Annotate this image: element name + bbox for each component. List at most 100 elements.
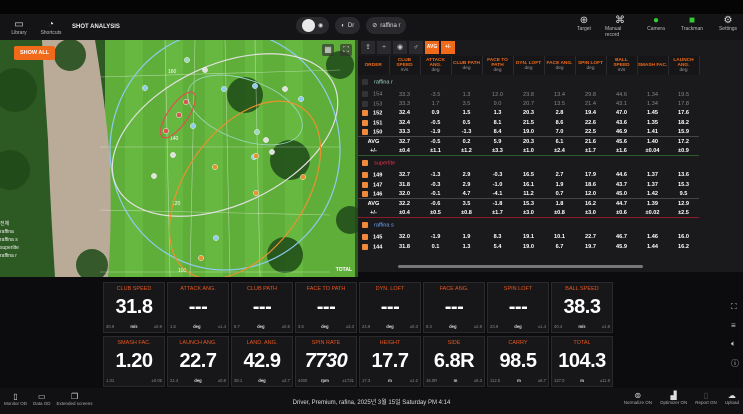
metric-tile-land-ang[interactable]: LAND. ANG. 42.9 38.1 deg ±2.7 xyxy=(231,336,293,387)
legend-item[interactable]: raffina r xyxy=(0,253,17,259)
horizontal-scrollbar[interactable] xyxy=(398,265,643,268)
metric-tile-ball-speed[interactable]: BALL SPEED 38.3 40.4 m/s ±1.8 xyxy=(551,282,613,333)
row-checkbox[interactable] xyxy=(362,91,368,98)
group-checkbox[interactable] xyxy=(362,160,368,167)
camera-button[interactable]: ● Camera xyxy=(641,15,671,38)
table-row[interactable]: 147 31.8 -0.3 2.9 -1.0 16.1 1.9 18.6 43.7 1.37 15.… xyxy=(358,180,699,189)
legend-item[interactable]: raffina xyxy=(0,229,14,235)
group-checkbox[interactable] xyxy=(362,79,368,86)
row-checkbox[interactable] xyxy=(362,100,368,107)
table-row[interactable]: 150 33.3 -1.9 -1.3 8.4 19.0 7.0 22.5 46.9 1.41 15.… xyxy=(358,128,699,137)
shot-dot[interactable] xyxy=(300,174,306,180)
column-header[interactable]: ORDER xyxy=(358,56,390,75)
shot-dot[interactable] xyxy=(183,99,189,105)
row-checkbox[interactable] xyxy=(362,172,368,179)
metric-tile-face-ang[interactable]: FACE ANG. --- 8.3 deg ±2.8 xyxy=(423,282,485,333)
column-header[interactable]: LAUNCH ANG. deg xyxy=(668,56,700,75)
shot-dot[interactable] xyxy=(221,86,227,92)
manual-record-button[interactable]: ⌘ Manual record xyxy=(605,15,635,38)
metric-tile-dyn-loft[interactable]: DYN. LOFT --- 24.9 deg ±0.3 xyxy=(359,282,421,333)
table-row[interactable]: 145 32.0 -1.9 1.9 8.3 19.1 10.1 22.7 46.7 1.46 16.… xyxy=(358,233,699,242)
legend-item[interactable]: raffina s xyxy=(0,237,18,243)
export-icon[interactable]: ⇪ xyxy=(361,40,375,54)
metric-tile-spin-loft[interactable]: SPIN LOFT --- 23.9 deg ±1.4 xyxy=(487,282,549,333)
column-header[interactable]: DYN. LOFT deg xyxy=(513,56,545,75)
split-icon[interactable]: ÷ xyxy=(377,40,391,54)
shot-dot[interactable] xyxy=(212,164,218,170)
shot-dot[interactable] xyxy=(282,86,288,92)
row-checkbox[interactable] xyxy=(362,181,368,188)
table-row[interactable]: 146 32.0 -0.1 4.7 -4.1 11.2 0.7 12.0 45.0 1.42 9.5 xyxy=(358,190,699,199)
table-row[interactable]: 154 33.3 -3.5 1.3 12.0 23.8 13.4 29.8 44.6 1.34 19… xyxy=(358,90,699,99)
table-row[interactable]: 152 32.4 0.9 1.5 1.3 20.3 2.8 19.4 47.0 1.45 17.6 xyxy=(358,109,699,118)
info-icon[interactable]: ⓘ xyxy=(731,359,739,368)
footer-left-button[interactable]: ▭ Data OD xyxy=(33,392,51,406)
ball-toggle[interactable]: ◉ xyxy=(296,17,330,34)
show-all-button[interactable]: SHOW ALL xyxy=(14,46,56,60)
shot-dot[interactable] xyxy=(298,96,304,102)
shot-dot[interactable] xyxy=(198,255,204,261)
shot-dot[interactable] xyxy=(254,129,260,135)
footer-right-button[interactable]: ▟ Optimizer ON xyxy=(660,391,687,405)
row-checkbox[interactable] xyxy=(362,190,368,197)
column-header[interactable]: FACE TO PATH deg xyxy=(482,56,514,75)
shot-dot[interactable] xyxy=(142,85,148,91)
dispersion-map[interactable]: 160 140 120 100 SHOW ALL ▦ ⛶ 전체 raffina raffi… xyxy=(0,40,358,277)
shot-dot[interactable] xyxy=(263,137,269,143)
metric-tile-side[interactable]: SIDE 6.8R 16.0R m ±5.3 xyxy=(423,336,485,387)
trackman-button[interactable]: ■ Trackman xyxy=(677,15,707,38)
column-header[interactable]: FACE ANG. deg xyxy=(544,56,576,75)
menu-icon[interactable]: ≡ xyxy=(731,321,736,330)
column-header[interactable]: SPIN LOFT deg xyxy=(575,56,607,75)
row-checkbox[interactable] xyxy=(362,234,368,241)
metric-tile-total[interactable]: TOTAL 104.3 127.0 m ±11.9 xyxy=(551,336,613,387)
metric-tile-spin-rate[interactable]: SPIN RATE 7730 4400 rpm ±1731 xyxy=(295,336,357,387)
column-header[interactable]: ATTACK ANG. deg xyxy=(420,56,452,75)
row-checkbox[interactable] xyxy=(362,128,368,135)
shot-dot[interactable] xyxy=(190,123,196,129)
shot-dot[interactable] xyxy=(213,235,219,241)
column-header[interactable]: BALL SPEED m/s xyxy=(606,56,638,75)
legend-item[interactable]: 전체 xyxy=(0,221,10,227)
ball-selector[interactable]: ⊘ raffina r xyxy=(366,17,407,34)
footer-right-button[interactable]: ⊚ Normalize ON xyxy=(624,391,652,405)
shot-dot[interactable] xyxy=(253,190,259,196)
metric-tile-club-speed[interactable]: CLUB SPEED 31.8 30.9 m/s ±0.9 xyxy=(103,282,165,333)
shortcuts-button[interactable]: ◔ Shortcuts xyxy=(38,19,64,36)
shot-dot[interactable] xyxy=(202,67,208,73)
sound-icon[interactable]: 🔈︎ xyxy=(731,339,736,348)
group-row[interactable]: raffina s xyxy=(358,218,699,233)
metric-tile-attack-ang[interactable]: ATTACK ANG. --- 1.5 deg ±1.4 xyxy=(167,282,229,333)
shot-dot[interactable] xyxy=(269,149,275,155)
footer-right-button[interactable]: ▯ Report ON xyxy=(695,391,717,405)
expand-icon[interactable]: ⛶ xyxy=(731,302,737,311)
table-row[interactable]: 153 33.3 1.7 3.5 9.0 20.7 13.5 21.4 43.1 1.34 17.8 xyxy=(358,99,699,108)
eye-icon[interactable]: ◉ xyxy=(393,40,407,54)
row-checkbox[interactable] xyxy=(362,110,368,117)
metric-tile-face-to-path[interactable]: FACE TO PATH --- 3.6 deg ±3.3 xyxy=(295,282,357,333)
fullscreen-icon[interactable]: ⛶ xyxy=(340,44,352,56)
column-header[interactable]: CLUB PATH deg xyxy=(451,56,483,75)
avg-toggle[interactable]: AVG xyxy=(425,40,439,54)
grid-icon[interactable]: ▦ xyxy=(322,44,334,56)
footer-left-button[interactable]: ❐ Extended screens xyxy=(57,392,93,406)
table-row[interactable]: 151 32.4 -0.5 0.5 8.1 21.5 8.6 22.6 43.6 1.35 18.2 xyxy=(358,118,699,127)
shot-dot[interactable] xyxy=(176,112,182,118)
shot-dot[interactable] xyxy=(184,57,190,63)
shot-dot[interactable] xyxy=(151,173,157,179)
column-header[interactable]: SMASH FAC. xyxy=(637,56,669,75)
shot-dot[interactable] xyxy=(252,83,258,89)
footer-right-button[interactable]: ☁ Upload xyxy=(725,391,739,405)
shot-dot[interactable] xyxy=(170,152,176,158)
footer-left-button[interactable]: ▯ Monitor OD xyxy=(4,392,27,406)
metric-tile-smash-fac[interactable]: SMASH FAC. 1.20 1.31 ±0.05 xyxy=(103,336,165,387)
group-row[interactable]: raffina r xyxy=(358,75,699,90)
metric-tile-carry[interactable]: CARRY 98.5 112.5 m ±6.7 xyxy=(487,336,549,387)
metric-tile-club-path[interactable]: CLUB PATH --- 5.7 deg ±0.5 xyxy=(231,282,293,333)
metric-tile-launch-ang[interactable]: LAUNCH ANG. 22.7 21.4 deg ±0.8 xyxy=(167,336,229,387)
target-button[interactable]: ⊕ Target xyxy=(569,15,599,38)
column-header[interactable]: CLUB SPEED m/s xyxy=(389,56,421,75)
row-checkbox[interactable] xyxy=(362,243,368,250)
legend-item[interactable]: superlite xyxy=(0,245,19,251)
row-checkbox[interactable] xyxy=(362,119,368,126)
